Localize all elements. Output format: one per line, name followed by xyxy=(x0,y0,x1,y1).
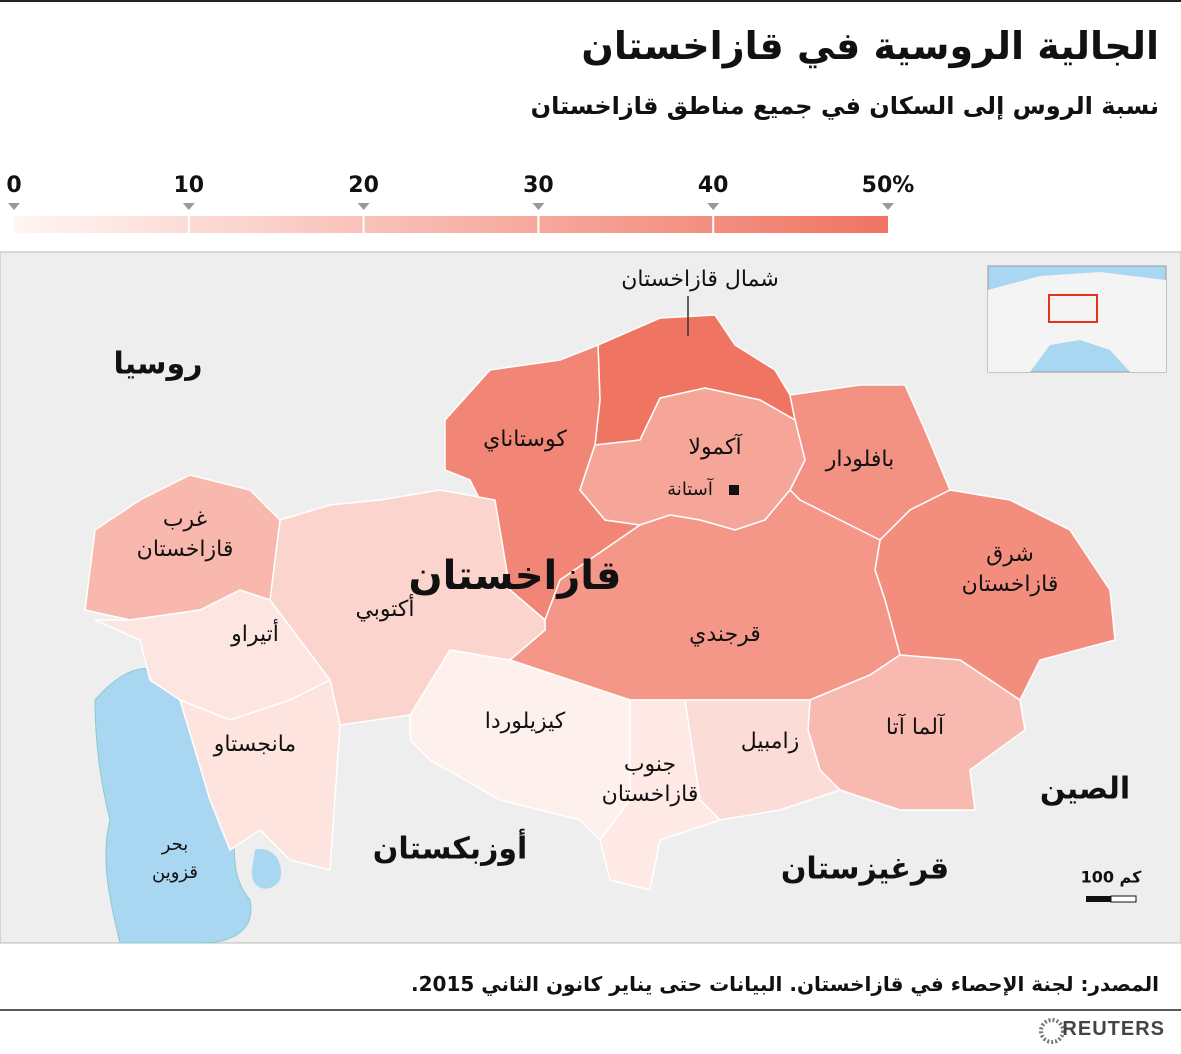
legend-tick-label: 20 xyxy=(348,173,379,198)
subtitle: نسبة الروس إلى السكان في جميع مناطق قازا… xyxy=(530,92,1159,120)
region-label: زامبيل xyxy=(741,729,799,754)
region-label: آكمولا xyxy=(688,433,742,460)
brand: REUTERS xyxy=(1062,1018,1165,1040)
legend-bar xyxy=(14,216,888,233)
neighbor-label: روسيا xyxy=(114,347,203,382)
legend-tick-label: 40 xyxy=(698,173,729,198)
lake xyxy=(251,849,281,889)
legend-tick-label: 50% xyxy=(862,173,915,198)
region-label: كوستاناي xyxy=(483,427,567,452)
neighbor-label: أوزبكستان xyxy=(373,829,528,867)
capital-marker xyxy=(729,485,739,495)
country-label: قازاخستان xyxy=(409,553,622,599)
scale-bar-black xyxy=(1086,896,1111,902)
sea-label: بحر xyxy=(161,834,189,855)
region-label: أتيراو xyxy=(230,619,279,647)
legend-tick xyxy=(182,203,195,210)
legend-tick xyxy=(357,203,370,210)
region-label: قازاخستان xyxy=(137,537,234,562)
neighbor-label: قرغيزستان xyxy=(781,852,949,887)
region xyxy=(178,678,341,871)
capital-label: آستانة xyxy=(667,477,714,500)
neighbor-label: الصين xyxy=(1040,772,1130,807)
source: المصدر: لجنة الإحصاء في قازاخستان. البيا… xyxy=(411,972,1159,996)
region-label: غرب xyxy=(163,507,207,532)
brand-logo xyxy=(1039,1018,1065,1044)
region-label: قازاخستان xyxy=(962,572,1059,597)
inset-highlight xyxy=(1048,294,1098,323)
sea-label: قزوين xyxy=(152,862,198,883)
scale-label: 100 كم xyxy=(1081,868,1143,887)
legend-tick-label: 0 xyxy=(6,173,21,198)
region-label: شرق xyxy=(986,542,1034,567)
region-label: جنوب xyxy=(624,752,676,777)
legend-tick xyxy=(532,203,545,210)
region-label: بافلودار xyxy=(825,447,895,472)
title: الجالية الروسية في قازاخستان xyxy=(581,24,1159,68)
legend-tick xyxy=(8,203,20,210)
region-label: مانجستاو xyxy=(213,732,296,757)
legend-tick-label: 10 xyxy=(173,173,204,198)
legend-tick xyxy=(707,203,720,210)
inset-map xyxy=(987,265,1167,373)
region-label: قازاخستان xyxy=(602,782,699,807)
region-label: آلما آتا xyxy=(886,713,945,740)
legend-tick xyxy=(882,203,894,210)
scale-bar-white xyxy=(1110,895,1137,903)
region-label: شمال قازاخستان xyxy=(621,267,779,292)
legend-tick-label: 30 xyxy=(523,173,554,198)
region-label: كيزيلوردا xyxy=(485,709,566,734)
region-label: قرجندي xyxy=(689,622,761,647)
region-label: أكتوبي xyxy=(355,594,414,622)
scale-bar xyxy=(1086,895,1137,903)
regions xyxy=(84,314,1116,891)
